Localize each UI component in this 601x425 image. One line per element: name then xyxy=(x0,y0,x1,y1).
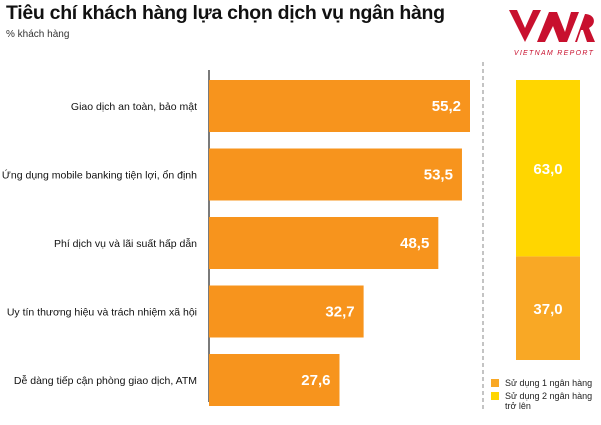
legend: Sử dụng 1 ngân hàng Sử dụng 2 ngân hàng … xyxy=(491,378,599,414)
chart-subtitle: % khách hàng xyxy=(6,29,70,40)
logo-wordmark: VIETNAM REPORT xyxy=(513,50,595,57)
vietnam-report-logo-icon xyxy=(509,10,595,42)
chart-title: Tiêu chí khách hàng lựa chọn dịch vụ ngâ… xyxy=(6,2,445,24)
category-label-2: Ứng dụng mobile banking tiện lợi, ổn địn… xyxy=(2,169,197,182)
bar-5 xyxy=(209,354,340,406)
stacked-bar-group: 37,0 63,0 xyxy=(516,80,580,360)
legend-label-two-banks: Sử dụng 2 ngân hàng trở lên xyxy=(505,391,593,411)
bar-value-label-1: 55,2 xyxy=(432,98,461,115)
legend-item-one-bank: Sử dụng 1 ngân hàng xyxy=(491,378,599,388)
bar-value-label-2: 53,5 xyxy=(424,167,453,184)
category-label-1: Giao dịch an toàn, bảo mật xyxy=(71,101,197,113)
stack-segment-2 xyxy=(516,80,580,257)
bar-value-label-3: 48,5 xyxy=(400,235,429,252)
category-label-5: Dễ dàng tiếp cận phòng giao dịch, ATM xyxy=(14,374,197,387)
legend-item-two-banks: Sử dụng 2 ngân hàng trở lên xyxy=(491,391,599,411)
bar-value-label-4: 32,7 xyxy=(325,304,354,321)
bar-3 xyxy=(209,217,439,269)
legend-label-one-bank: Sử dụng 1 ngân hàng xyxy=(505,378,593,388)
legend-swatch-two-banks xyxy=(491,392,499,400)
bar-1 xyxy=(209,80,470,132)
category-label-4: Uy tín thương hiệu và trách nhiệm xã hội xyxy=(7,307,197,319)
stack-value-label-1: 37,0 xyxy=(533,301,562,318)
bar-group: 55,2 Giao dịch an toàn, bảo mật 53,5 Ứng dụ… xyxy=(2,80,470,406)
stack-value-label-2: 63,0 xyxy=(533,161,562,178)
category-label-3: Phí dịch vụ và lãi suất hấp dẫn xyxy=(54,237,197,250)
bar-2 xyxy=(209,148,462,201)
stack-segment-1 xyxy=(516,256,580,360)
legend-swatch-one-bank xyxy=(491,379,499,387)
bar-value-label-5: 27,6 xyxy=(301,372,330,389)
bar-4 xyxy=(209,285,364,338)
